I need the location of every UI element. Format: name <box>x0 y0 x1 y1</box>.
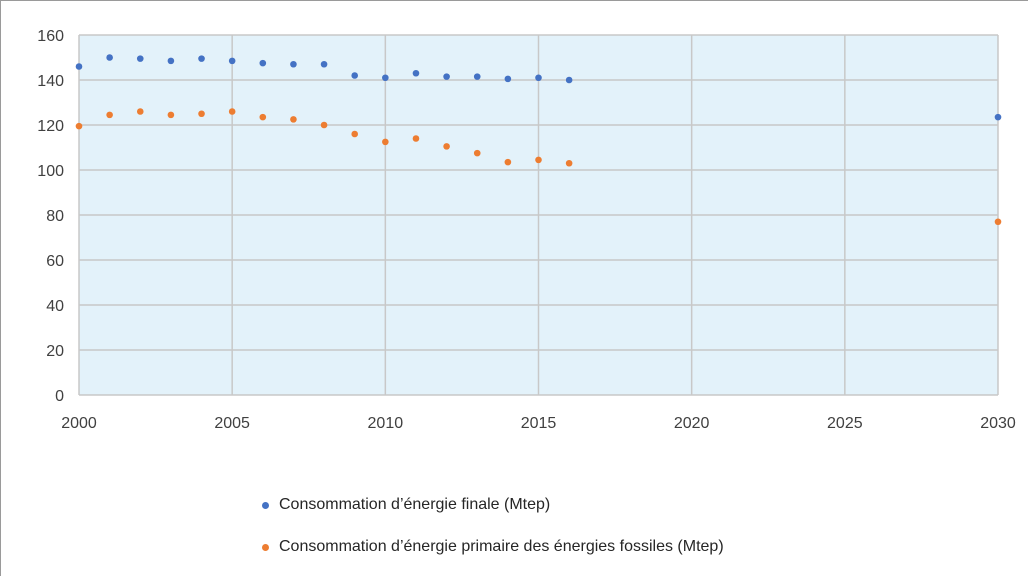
data-point <box>412 69 420 77</box>
legend-label-fossil-primary-energy: Consommation d’énergie primaire des éner… <box>279 538 724 555</box>
data-point <box>290 60 297 68</box>
data-point <box>351 72 359 79</box>
x-tick-label: 2005 <box>214 415 250 432</box>
legend-item-final-energy: Consommation d’énergie finale (Mtep) <box>262 494 724 516</box>
x-tick-label: 2030 <box>980 415 1016 432</box>
x-tick-label: 2020 <box>674 415 710 432</box>
data-point <box>198 110 205 118</box>
data-point <box>167 111 175 119</box>
data-point <box>565 159 573 167</box>
data-point <box>351 130 359 138</box>
data-point <box>106 54 113 61</box>
x-tick-label: 2000 <box>61 415 97 432</box>
data-point <box>382 74 389 82</box>
data-point <box>228 57 236 65</box>
data-point <box>320 121 328 129</box>
data-point <box>136 108 144 115</box>
y-axis-tick-labels: 0 20 40 60 80 100 120 140 160 <box>37 28 64 405</box>
legend-marker-fossil-primary-energy <box>262 543 269 551</box>
data-point <box>473 73 481 80</box>
legend: Consommation d’énergie finale (Mtep) Con… <box>262 494 724 578</box>
legend-item-fossil-primary-energy: Consommation d’énergie primaire des éner… <box>262 536 724 558</box>
legend-marker-final-energy <box>262 501 269 509</box>
series-0-points <box>75 54 1002 121</box>
x-tick-label: 2025 <box>827 415 863 432</box>
data-point <box>259 59 267 67</box>
data-point <box>473 149 481 157</box>
data-point <box>75 63 83 70</box>
data-point <box>382 138 389 146</box>
y-tick-label: 100 <box>37 163 64 180</box>
data-point <box>565 76 573 84</box>
data-point <box>412 135 420 142</box>
y-tick-label: 0 <box>55 388 64 405</box>
data-point <box>443 143 450 150</box>
data-point <box>535 74 542 82</box>
data-point <box>504 158 512 166</box>
y-tick-label: 60 <box>46 253 64 270</box>
data-point <box>994 218 1002 226</box>
y-tick-label: 20 <box>46 343 64 360</box>
data-point <box>136 55 144 62</box>
data-point <box>535 156 542 164</box>
y-tick-label: 140 <box>37 73 64 90</box>
x-tick-label: 2010 <box>368 415 404 432</box>
data-point <box>290 116 297 123</box>
data-point <box>198 55 205 62</box>
data-point <box>504 75 512 83</box>
data-point <box>167 57 175 65</box>
data-point <box>75 122 83 130</box>
y-tick-label: 120 <box>37 118 64 135</box>
x-axis-tick-labels: 2000 2005 2010 2015 2020 2025 2030 <box>61 415 1016 432</box>
data-point <box>320 60 328 68</box>
data-point <box>994 113 1002 121</box>
data-point <box>259 113 267 121</box>
y-tick-label: 40 <box>46 298 64 315</box>
legend-label-final-energy: Consommation d’énergie finale (Mtep) <box>279 496 551 513</box>
data-points <box>75 54 1002 226</box>
series-1-points <box>75 108 1002 226</box>
data-point <box>443 73 450 80</box>
y-tick-label: 80 <box>46 208 64 225</box>
gridlines <box>78 34 999 396</box>
x-tick-label: 2015 <box>521 415 557 432</box>
data-point <box>228 108 236 115</box>
data-point <box>106 111 113 119</box>
y-tick-label: 160 <box>37 28 64 45</box>
